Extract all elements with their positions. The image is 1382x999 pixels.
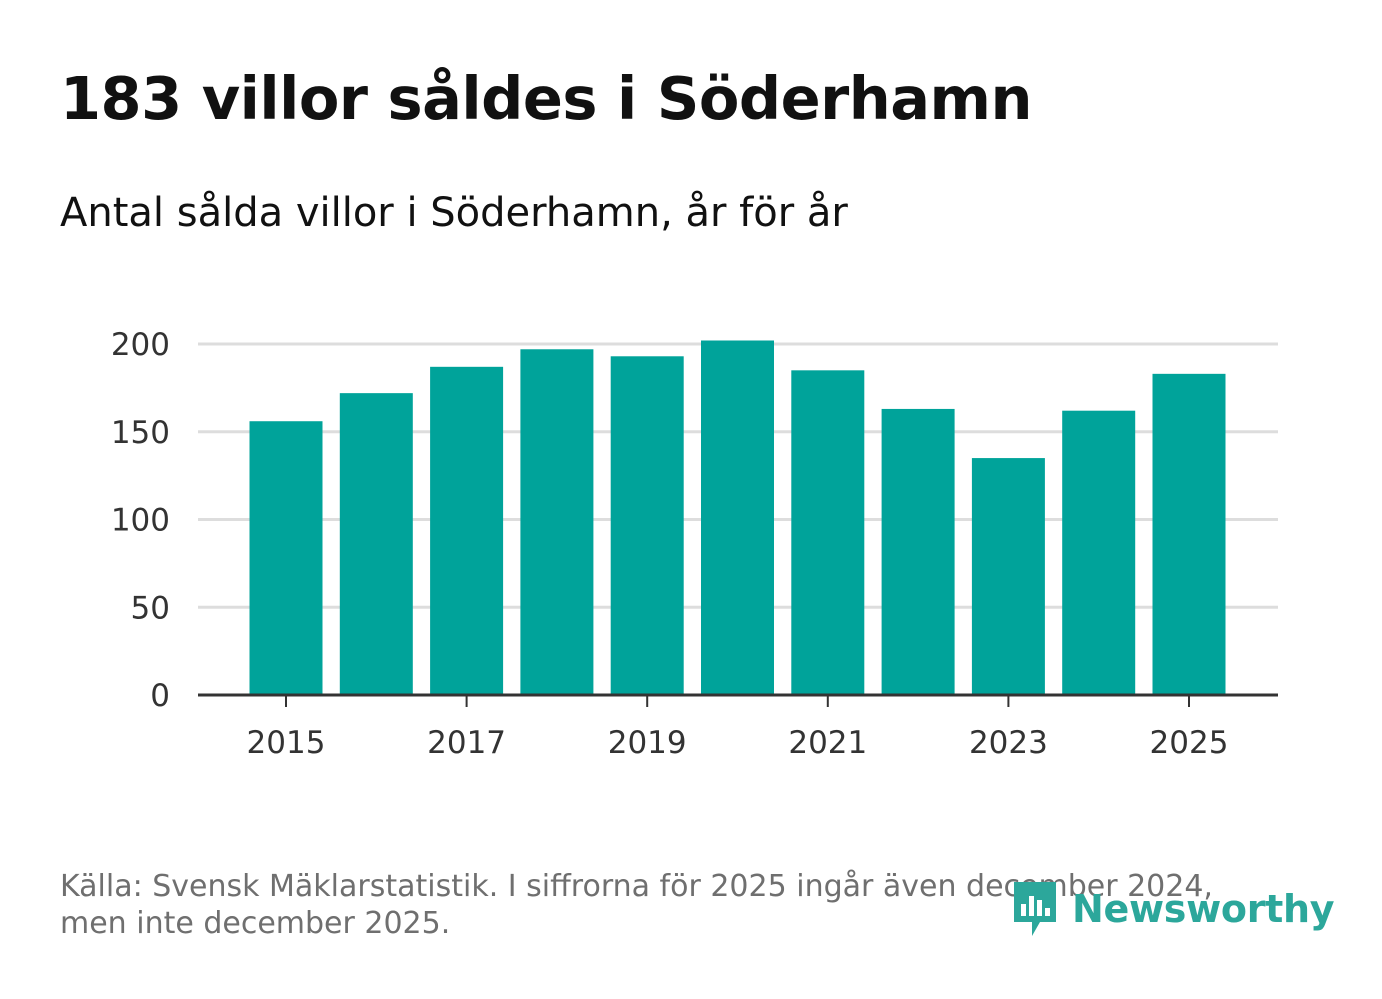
x-tick-label: 2025 <box>1150 725 1229 761</box>
bar-2018 <box>520 349 594 695</box>
x-tick-label: 2023 <box>969 725 1048 761</box>
newsworthy-logo-icon <box>1014 882 1056 936</box>
bar-2017 <box>430 366 504 695</box>
chart-subtitle: Antal sålda villor i Söderhamn, år för å… <box>60 190 848 236</box>
newsworthy-logo: Newsworthy <box>1010 878 1335 940</box>
bar-2021 <box>791 370 865 695</box>
y-tick-label: 150 <box>111 415 170 451</box>
x-tick-label: 2019 <box>608 725 687 761</box>
y-tick-label: 0 <box>150 678 170 714</box>
y-tick-label: 100 <box>111 503 170 539</box>
bar-2022 <box>881 408 955 695</box>
x-tick-label: 2021 <box>788 725 867 761</box>
y-tick-label: 200 <box>111 327 170 363</box>
bar-2016 <box>339 393 413 695</box>
bar-2023 <box>971 458 1045 695</box>
y-axis-ticks: 0 50 100 150 200 <box>111 327 170 714</box>
bar-2015 <box>249 421 323 695</box>
bar-2020 <box>701 340 774 695</box>
bar-2025 <box>1152 373 1226 695</box>
x-axis-ticks: 2015 2017 2019 2021 2023 2025 <box>247 695 1229 761</box>
brand-name: Newsworthy <box>1072 887 1335 931</box>
y-tick-label: 50 <box>131 590 170 626</box>
chart-title: 183 villor såldes i Söderhamn <box>60 64 1033 133</box>
bar-2019 <box>610 356 684 695</box>
bar-chart: 0 50 100 150 200 2015 2017 2019 2021 2023 2025 <box>111 327 1278 761</box>
bar-2024 <box>1062 410 1136 695</box>
x-tick-label: 2015 <box>247 725 326 761</box>
x-tick-label: 2017 <box>427 725 506 761</box>
bars <box>249 340 1226 695</box>
